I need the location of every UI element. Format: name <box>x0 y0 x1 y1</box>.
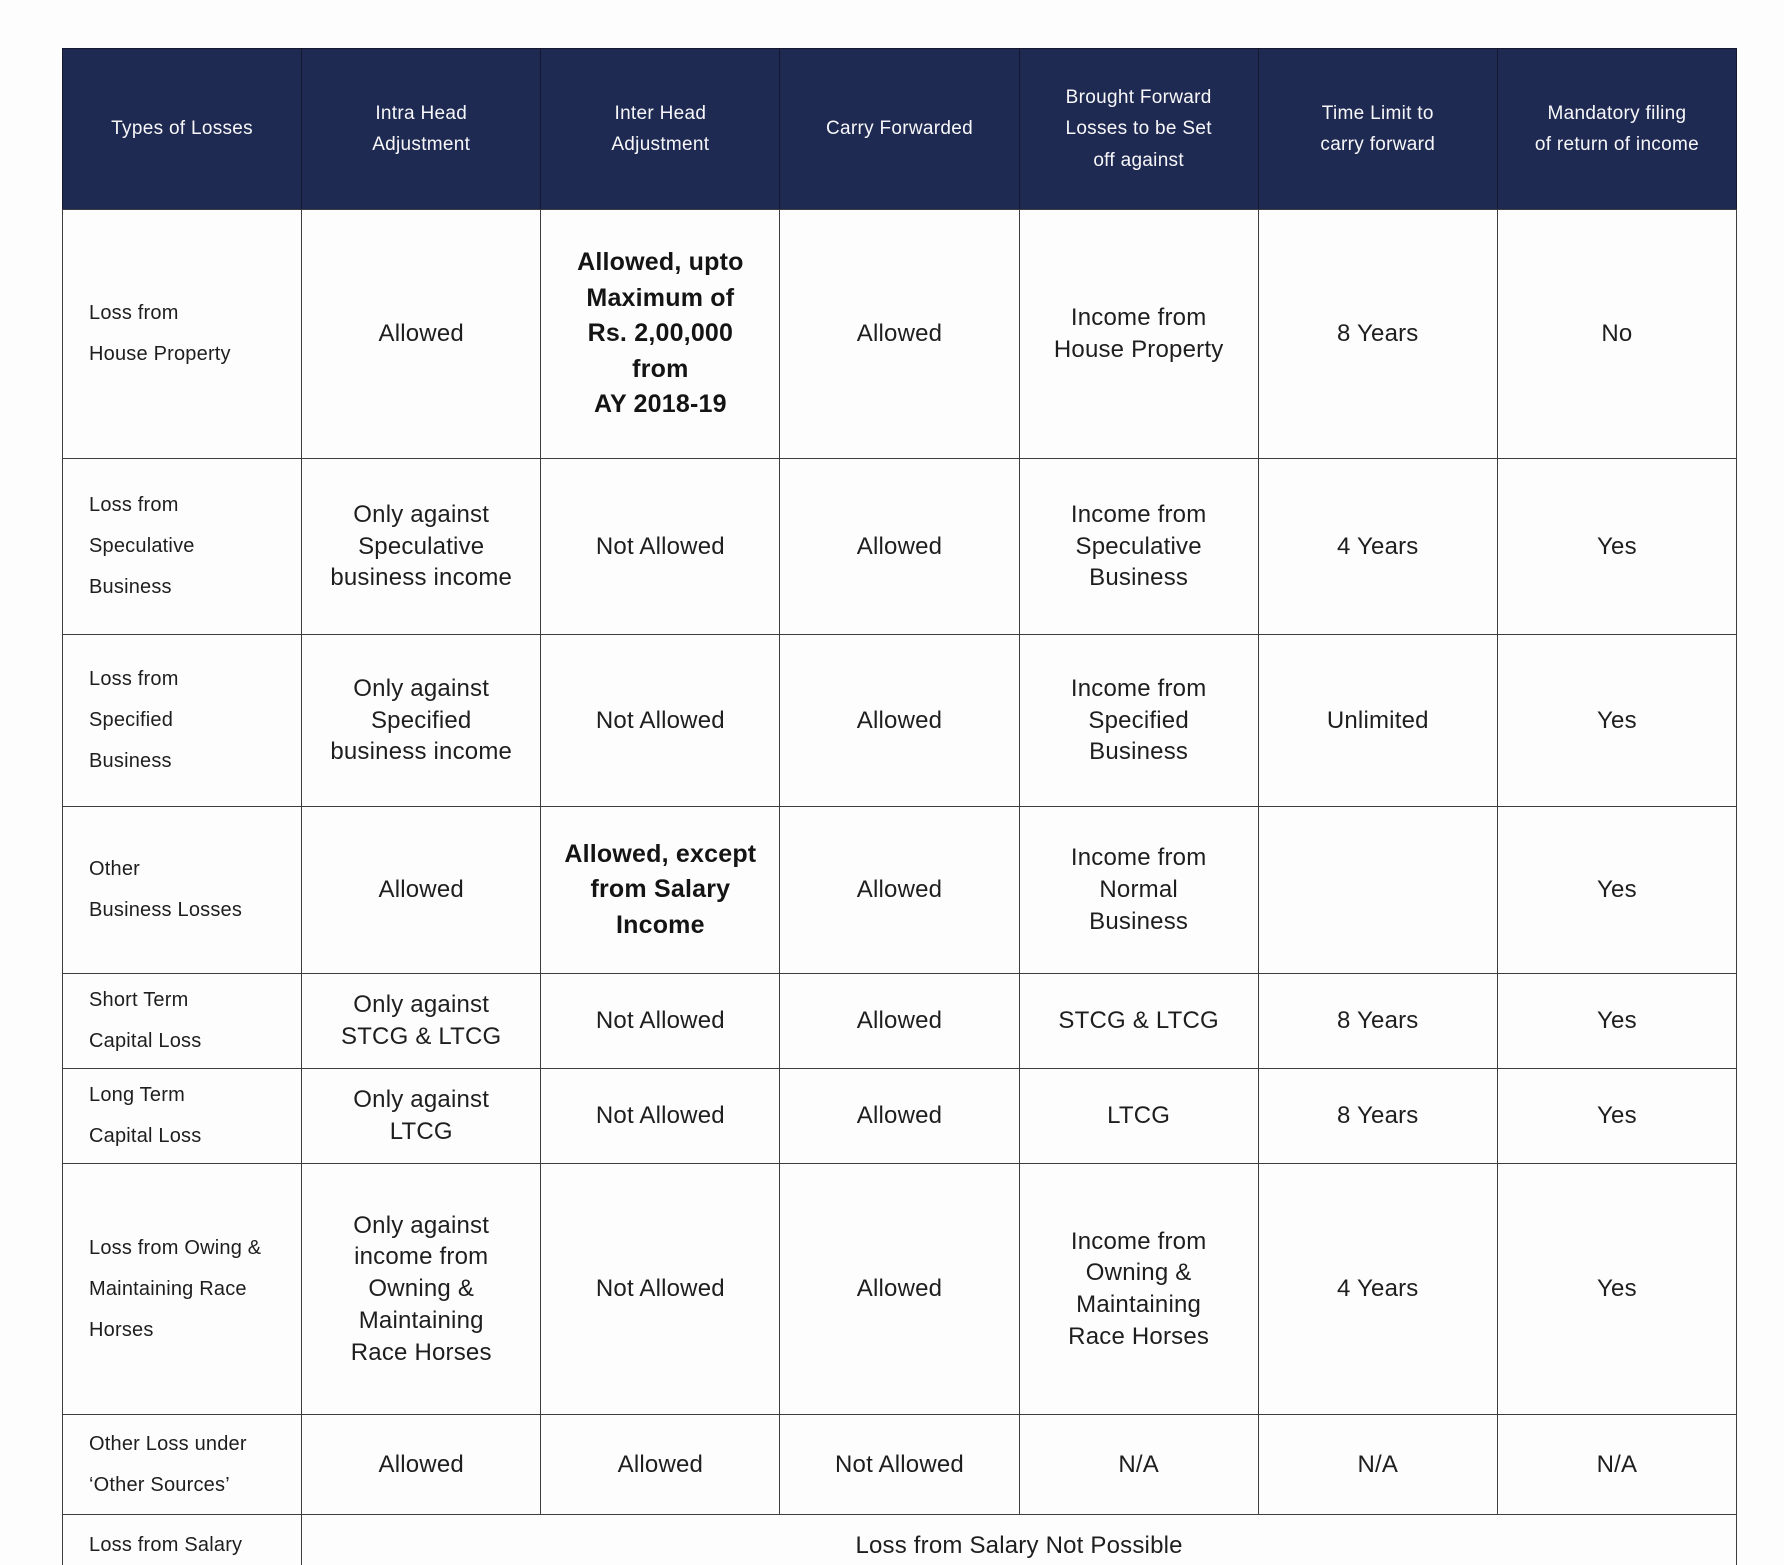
data-cell: Not Allowed <box>540 973 781 1069</box>
data-cell: Yes <box>1496 973 1738 1069</box>
row-label-cell: Short Term Capital Loss <box>61 973 303 1069</box>
data-cell: LTCG <box>1018 1068 1259 1164</box>
data-cell: Yes <box>1496 1068 1738 1164</box>
data-cell: Allowed, except from Salary Income <box>540 806 781 974</box>
data-cell: Yes <box>1496 1163 1738 1415</box>
data-cell: Only against Speculative business income <box>301 458 542 635</box>
row-label-cell: Other Business Losses <box>61 806 303 974</box>
data-cell: Not Allowed <box>540 1163 781 1415</box>
data-cell: Allowed <box>779 209 1020 459</box>
data-cell: Allowed <box>779 634 1020 807</box>
data-cell: Only against STCG & LTCG <box>301 973 542 1069</box>
data-cell: Only against LTCG <box>301 1068 542 1164</box>
table-body: Loss from House Property Allowed Allowed, … <box>61 209 1738 1565</box>
data-cell: Not Allowed <box>540 1068 781 1164</box>
data-cell: Not Allowed <box>779 1414 1020 1515</box>
data-cell: No <box>1496 209 1738 459</box>
table-row: Other Business Losses Allowed Allowed, exc… <box>61 806 1738 974</box>
data-cell: Not Allowed <box>540 634 781 807</box>
column-header-intra-head-adjustment: Intra Head Adjustment <box>301 48 542 210</box>
table-header-row: Types of Losses Intra Head Adjustment In… <box>61 48 1738 210</box>
row-label-cell: Loss from Speculative Business <box>61 458 303 635</box>
column-header-time-limit: Time Limit to carry forward <box>1257 48 1498 210</box>
data-cell: Allowed <box>779 1068 1020 1164</box>
data-cell: 4 Years <box>1257 458 1498 635</box>
data-cell: Only against income from Owning & Mainta… <box>301 1163 542 1415</box>
data-cell: Income from Speculative Business <box>1018 458 1259 635</box>
row-label-cell: Loss from Specified Business <box>61 634 303 807</box>
column-header-inter-head-adjustment: Inter Head Adjustment <box>540 48 781 210</box>
data-cell: Allowed <box>779 458 1020 635</box>
row-label-cell: Loss from Salary <box>61 1514 303 1565</box>
row-label-cell: Long Term Capital Loss <box>61 1068 303 1164</box>
data-cell: Allowed <box>779 973 1020 1069</box>
data-cell: Income from Normal Business <box>1018 806 1259 974</box>
data-cell: Income from Owning & Maintaining Race Ho… <box>1018 1163 1259 1415</box>
row-label-cell: Loss from House Property <box>61 209 303 459</box>
table-row: Other Loss under ‘Other Sources’ Allowed A… <box>61 1414 1738 1515</box>
data-cell: Allowed <box>301 209 542 459</box>
data-cell: N/A <box>1257 1414 1498 1515</box>
data-cell: 4 Years <box>1257 1163 1498 1415</box>
column-header-types-of-losses: Types of Losses <box>61 48 303 210</box>
table-row: Short Term Capital Loss Only against STCG… <box>61 973 1738 1069</box>
data-cell: Income from Specified Business <box>1018 634 1259 807</box>
table-row: Loss from Speculative Business Only again… <box>61 458 1738 635</box>
data-cell: STCG & LTCG <box>1018 973 1259 1069</box>
row-label-cell: Other Loss under ‘Other Sources’ <box>61 1414 303 1515</box>
data-cell: N/A <box>1018 1414 1259 1515</box>
data-cell <box>1257 806 1498 974</box>
table-row: Loss from Owing & Maintaining Race Horse… <box>61 1163 1738 1415</box>
column-header-brought-forward-losses: Brought Forward Losses to be Set off aga… <box>1018 48 1259 210</box>
data-cell: Yes <box>1496 458 1738 635</box>
table-row: Loss from House Property Allowed Allowed, … <box>61 209 1738 459</box>
data-cell: Income from House Property <box>1018 209 1259 459</box>
table-header: Types of Losses Intra Head Adjustment In… <box>61 48 1738 210</box>
table-row: Long Term Capital Loss Only against LTCG N… <box>61 1068 1738 1164</box>
data-cell: Only against Specified business income <box>301 634 542 807</box>
losses-table: Types of Losses Intra Head Adjustment In… <box>61 48 1738 1565</box>
data-cell: Allowed, upto Maximum of Rs. 2,00,000 fr… <box>540 209 781 459</box>
data-cell: 8 Years <box>1257 209 1498 459</box>
data-cell: Allowed <box>301 806 542 974</box>
column-header-carry-forwarded: Carry Forwarded <box>779 48 1020 210</box>
row-label-cell: Loss from Owing & Maintaining Race Horse… <box>61 1163 303 1415</box>
data-cell: Allowed <box>779 806 1020 974</box>
data-cell: Yes <box>1496 634 1738 807</box>
data-cell: Unlimited <box>1257 634 1498 807</box>
data-cell: N/A <box>1496 1414 1738 1515</box>
data-cell: Allowed <box>779 1163 1020 1415</box>
data-cell: Allowed <box>301 1414 542 1515</box>
data-cell: 8 Years <box>1257 1068 1498 1164</box>
data-cell: Not Allowed <box>540 458 781 635</box>
table-row: Loss from Salary Loss from Salary Not Pos… <box>61 1514 1737 1565</box>
column-header-mandatory-filing: Mandatory filing of return of income <box>1496 48 1738 210</box>
data-cell: Loss from Salary Not Possible <box>301 1514 1737 1565</box>
data-cell: Yes <box>1496 806 1738 974</box>
data-cell: 8 Years <box>1257 973 1498 1069</box>
table-row: Loss from Specified Business Only against… <box>61 634 1738 807</box>
data-cell: Allowed <box>540 1414 781 1515</box>
